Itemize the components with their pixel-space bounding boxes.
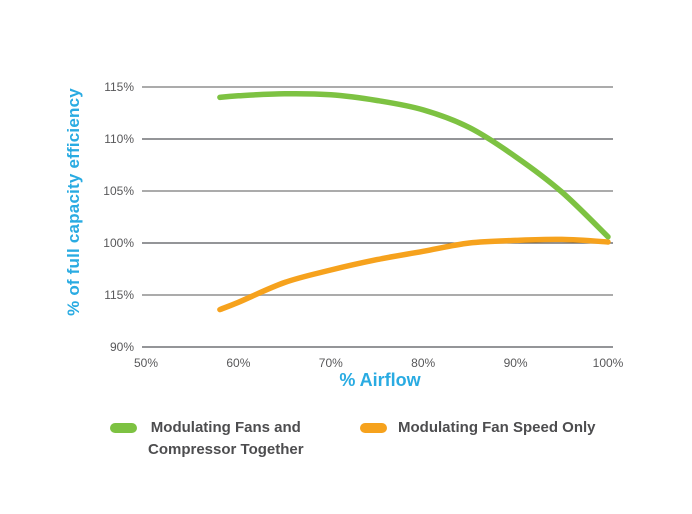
x-tick-label: 90%: [503, 356, 528, 370]
y-tick-label: 115%: [104, 288, 134, 302]
legend-item-fans-and-compressor: Modulating Fans and Compressor Together: [110, 417, 304, 461]
legend-item-fan-speed-only: Modulating Fan Speed Only: [360, 417, 596, 439]
x-tick-label: 100%: [592, 356, 624, 370]
x-axis-title: % Airflow: [339, 370, 421, 390]
y-tick-label: 105%: [103, 184, 134, 198]
x-tick-label: 70%: [318, 356, 343, 370]
x-tick-label: 80%: [411, 356, 436, 370]
legend-label-line: Compressor Together: [148, 441, 304, 458]
legend-swatch-green-icon: [110, 423, 137, 433]
series-line-modulating-fans-and-compressor-together: [217, 90, 611, 240]
legend-label-line: Modulating Fans and: [150, 419, 301, 436]
x-tick-label: 50%: [133, 356, 159, 370]
y-tick-label: 90%: [109, 340, 134, 354]
y-tick-label: 100%: [103, 236, 134, 250]
y-tick-label: 110%: [104, 132, 134, 146]
y-tick-label: 115%: [104, 80, 134, 94]
legend-label-line: Modulating Fan Speed Only: [398, 419, 596, 436]
legend-swatch-orange-icon: [360, 423, 387, 433]
legend-label-fan-speed-only: Modulating Fan Speed Only: [398, 417, 596, 439]
series-line-modulating-fan-speed-only: [217, 236, 611, 313]
x-tick-label: 60%: [226, 356, 251, 370]
legend: Modulating Fans and Compressor Together …: [0, 417, 692, 477]
legend-label-fans-and-compressor: Modulating Fans and Compressor Together: [148, 417, 304, 461]
